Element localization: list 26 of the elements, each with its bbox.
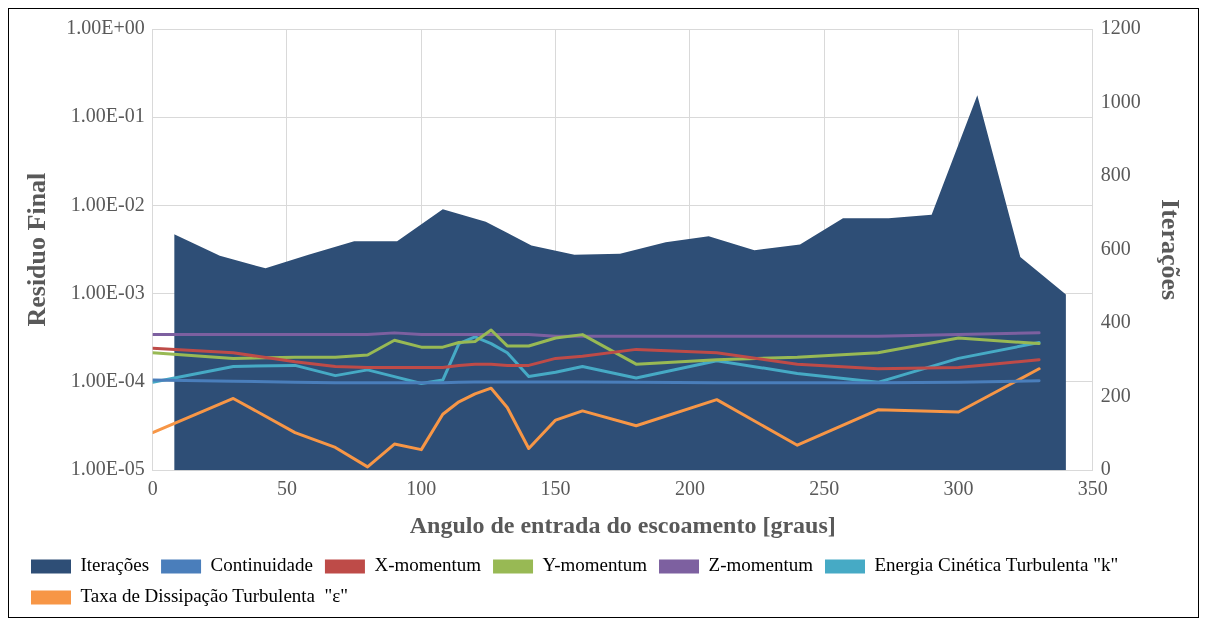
x-tick-label: 100 (406, 477, 437, 500)
legend-label: Continuidade (210, 554, 313, 576)
y2-axis-title: Iterações (1155, 199, 1185, 301)
x-tick-label: 150 (540, 477, 571, 500)
legend-label: Energia Cinética Turbulenta "k" (874, 554, 1119, 576)
legend-label: Taxa de Dissipação Turbulenta "ε" (80, 585, 349, 607)
x-tick-label: 0 (147, 477, 158, 500)
y2-tick-label: 1200 (1100, 16, 1141, 39)
x-tick-label: 300 (943, 477, 974, 500)
y2-tick-label: 400 (1100, 310, 1131, 333)
legend-label: Iterações (80, 554, 150, 576)
x-tick-label: 250 (809, 477, 840, 500)
y-axis-title: Residuo Final (22, 172, 52, 327)
x-tick-label: 200 (674, 477, 705, 500)
legend-label: Z-momentum (708, 554, 814, 576)
y2-tick-label: 600 (1100, 236, 1131, 259)
x-tick-label: 350 (1077, 477, 1108, 500)
x-tick-label: 50 (277, 477, 297, 500)
y2-tick-label: 200 (1100, 383, 1131, 406)
x-axis-title: Angulo de entrada do escoamento [graus] (409, 511, 836, 538)
y-tick-label: 1.00E+00 (66, 16, 145, 39)
y2-tick-label: 1000 (1100, 89, 1141, 112)
legend-label: X-momentum (374, 554, 482, 576)
legend-label: Y-momentum (542, 554, 648, 576)
y2-tick-label: 0 (1100, 457, 1111, 480)
y2-tick-label: 800 (1100, 163, 1131, 186)
